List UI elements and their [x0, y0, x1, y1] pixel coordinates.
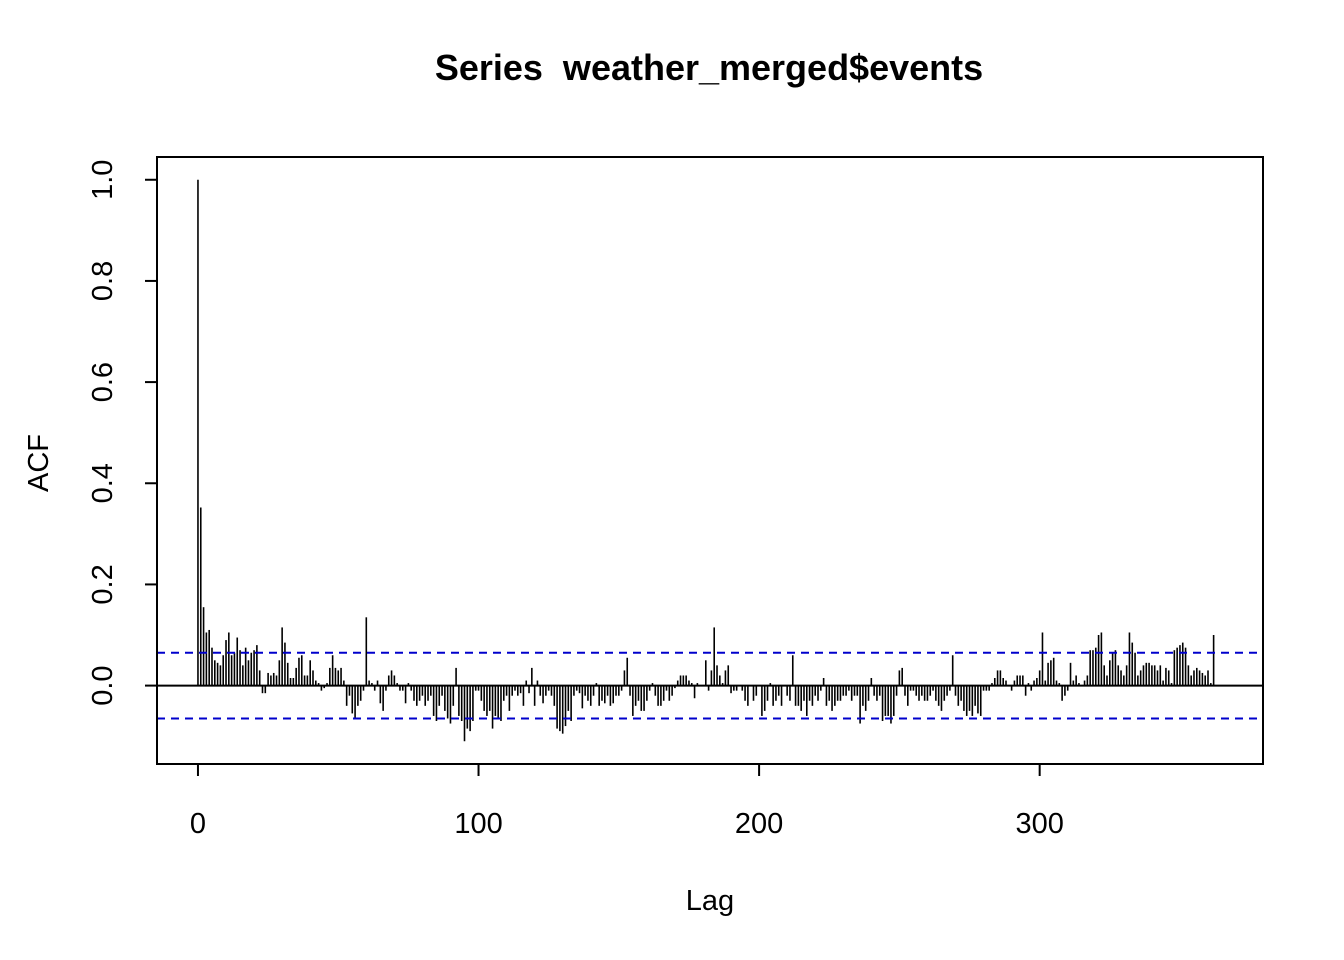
x-axis: 0 100 200 300	[190, 763, 1064, 840]
plot-frame	[156, 156, 1264, 765]
y-tick-label: 0.4	[87, 463, 119, 503]
y-tick-label: 1.0	[87, 160, 119, 200]
y-tick-label: 0.8	[87, 261, 119, 301]
x-tick-label: 100	[454, 808, 502, 840]
y-axis-label: ACF	[23, 434, 55, 492]
chart-title: Series weather_merged$events	[435, 47, 983, 88]
x-tick-label: 300	[1015, 808, 1063, 840]
y-tick-label: 0.0	[87, 665, 119, 705]
x-tick-label: 0	[190, 808, 206, 840]
x-axis-label: Lag	[686, 885, 734, 917]
y-tick-label: 0.2	[87, 564, 119, 604]
y-axis: 0.0 0.2 0.4 0.6 0.8 1.0	[87, 160, 158, 706]
acf-bars	[197, 179, 1215, 742]
x-tick-label: 200	[735, 808, 783, 840]
y-tick-label: 0.6	[87, 362, 119, 402]
